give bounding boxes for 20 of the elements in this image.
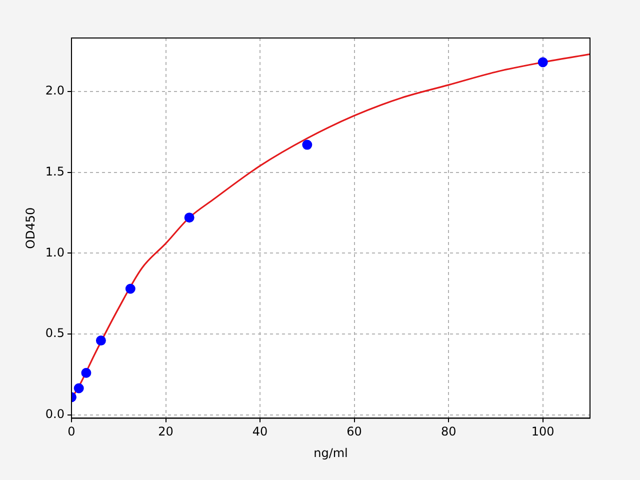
x-tick-label: 100 (531, 424, 554, 439)
x-tick-label: 80 (440, 424, 456, 439)
y-axis-title: OD450 (23, 207, 38, 249)
point (81, 368, 92, 378)
x-tick-label: 60 (346, 424, 362, 439)
point (125, 284, 136, 294)
point (74, 383, 84, 394)
x-tick-label: 20 (158, 424, 174, 439)
point (538, 57, 548, 68)
point (96, 336, 106, 346)
y-tick-label: 1.0 (45, 245, 64, 260)
x-tick-label: 0 (68, 424, 76, 439)
point (184, 212, 194, 223)
x-tick-label: 40 (252, 424, 268, 439)
y-tick-label: 2.0 (45, 84, 64, 98)
point (302, 140, 312, 150)
y-tick-label: 1.5 (45, 164, 64, 178)
y-tick-label: 0.0 (45, 407, 64, 422)
x-axis-title: ng/ml (314, 446, 348, 460)
y-tick-label: 0.5 (45, 326, 64, 340)
